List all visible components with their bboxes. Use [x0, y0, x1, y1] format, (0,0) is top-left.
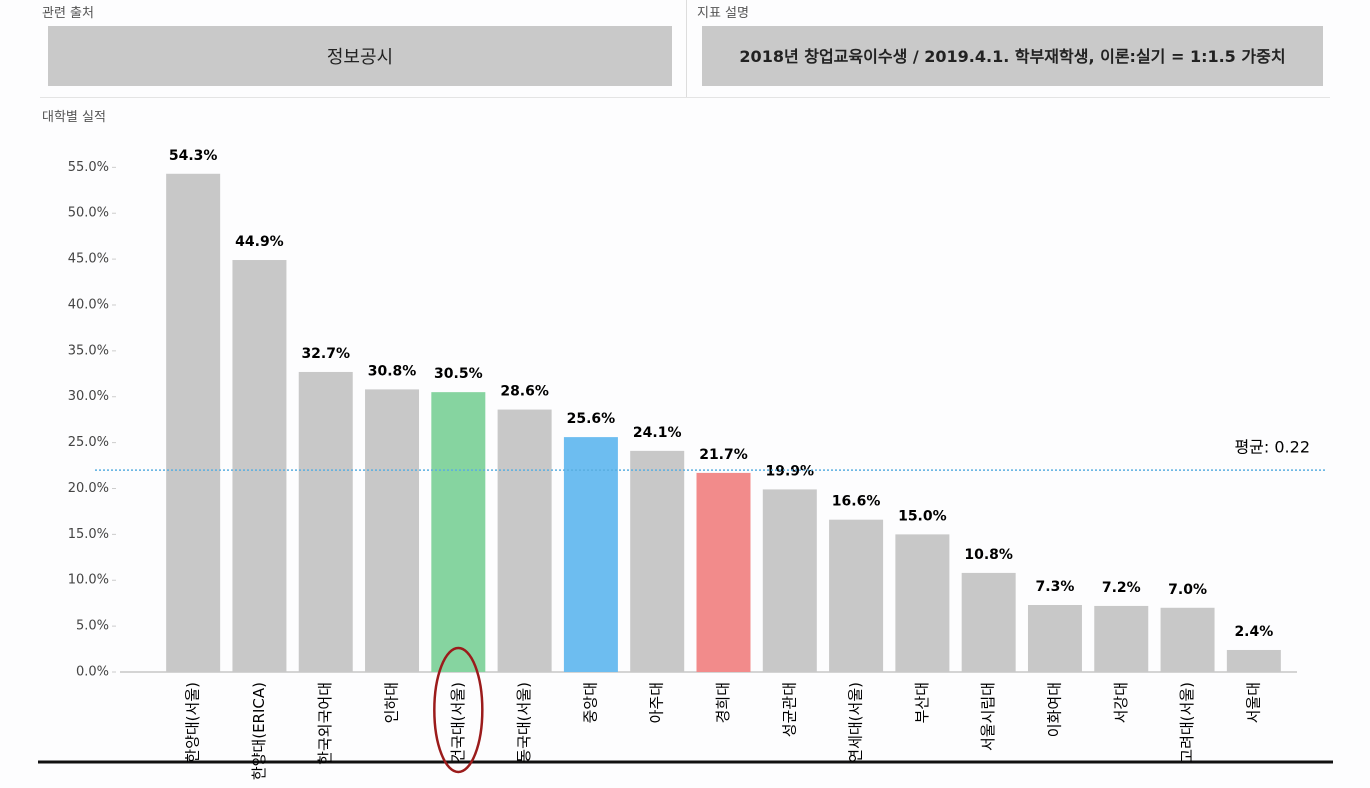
- bar: [1160, 607, 1215, 672]
- x-tick-label: 부산대: [913, 682, 931, 723]
- data-label: 54.3%: [169, 148, 218, 164]
- y-tick-label: 35.0%: [68, 343, 109, 358]
- bar: [1094, 605, 1149, 672]
- bar: [431, 392, 486, 672]
- highlight-ring: [433, 646, 484, 774]
- y-tick-label: 30.0%: [68, 389, 109, 404]
- bar: [365, 389, 420, 672]
- bar: [1226, 649, 1281, 672]
- data-label: 16.6%: [832, 494, 881, 510]
- bar: [166, 173, 221, 672]
- x-tick-label: 경희대: [714, 682, 732, 723]
- y-tick-label: 55.0%: [68, 160, 109, 175]
- data-label: 7.0%: [1168, 582, 1207, 598]
- x-tick-label: 이화여대: [1045, 682, 1063, 737]
- data-label: 25.6%: [567, 411, 616, 427]
- bar: [895, 534, 950, 672]
- data-label: 44.9%: [235, 234, 284, 250]
- bar: [829, 519, 884, 672]
- x-tick-label: 서강대: [1112, 682, 1130, 723]
- data-label: 30.8%: [368, 363, 417, 379]
- data-label: 7.3%: [1036, 579, 1075, 595]
- data-label: 2.4%: [1234, 624, 1273, 640]
- bar: [497, 409, 552, 672]
- x-tick-label: 고려대(서울): [1178, 682, 1196, 763]
- bar: [563, 437, 618, 672]
- x-tick-label: 아주대: [648, 682, 666, 723]
- x-tick-label: 인하대: [383, 682, 401, 723]
- y-tick-label: 20.0%: [68, 481, 109, 496]
- x-tick-label: 서울시립대: [979, 682, 997, 751]
- description-box: 2018년 창업교육이수생 / 2019.4.1. 학부재학생, 이론:실기 =…: [702, 26, 1323, 86]
- bar: [762, 489, 817, 672]
- divider: [686, 0, 687, 97]
- data-label: 21.7%: [699, 447, 748, 463]
- x-tick-label: 한양대(서울): [184, 682, 202, 763]
- bar: [696, 472, 751, 672]
- bar: [1027, 605, 1082, 672]
- x-tick-label: 한국외국어대: [316, 682, 334, 765]
- bar: [298, 371, 353, 672]
- data-label: 7.2%: [1102, 580, 1141, 596]
- x-tick-label: 성균관대: [780, 682, 798, 737]
- y-tick-label: 45.0%: [68, 252, 109, 267]
- x-tick-label: 건국대(서울): [449, 682, 467, 763]
- data-label: 30.5%: [434, 366, 483, 382]
- x-tick-label: 동국대(서울): [515, 682, 533, 763]
- x-tick-label: 중앙대: [581, 682, 599, 723]
- data-label: 28.6%: [500, 384, 549, 400]
- y-tick-label: 15.0%: [68, 527, 109, 542]
- data-label: 24.1%: [633, 425, 682, 441]
- divider: [40, 97, 1330, 98]
- source-box: 정보공시: [48, 26, 672, 86]
- y-tick-label: 50.0%: [68, 206, 109, 221]
- data-label: 10.8%: [964, 547, 1013, 563]
- x-tick-label: 서울대: [1244, 682, 1262, 723]
- bar: [961, 572, 1016, 672]
- y-tick-label: 0.0%: [76, 665, 109, 680]
- data-label: 32.7%: [301, 346, 350, 362]
- data-label: 19.9%: [766, 463, 815, 479]
- description-label: 지표 설명: [697, 6, 749, 21]
- bar: [630, 450, 685, 672]
- x-tick-label: 연세대(서울): [847, 682, 865, 763]
- x-tick-label: 한양대(ERICA): [250, 682, 268, 780]
- y-tick-label: 40.0%: [68, 297, 109, 312]
- source-label: 관련 출처: [42, 6, 94, 21]
- section-label: 대학별 실적: [42, 110, 106, 125]
- y-tick-label: 10.0%: [68, 573, 109, 588]
- bar: [232, 260, 287, 672]
- y-tick-label: 25.0%: [68, 435, 109, 450]
- y-tick-label: 5.0%: [76, 619, 109, 634]
- average-label: 평균: 0.22: [1234, 438, 1310, 457]
- data-label: 15.0%: [898, 508, 947, 524]
